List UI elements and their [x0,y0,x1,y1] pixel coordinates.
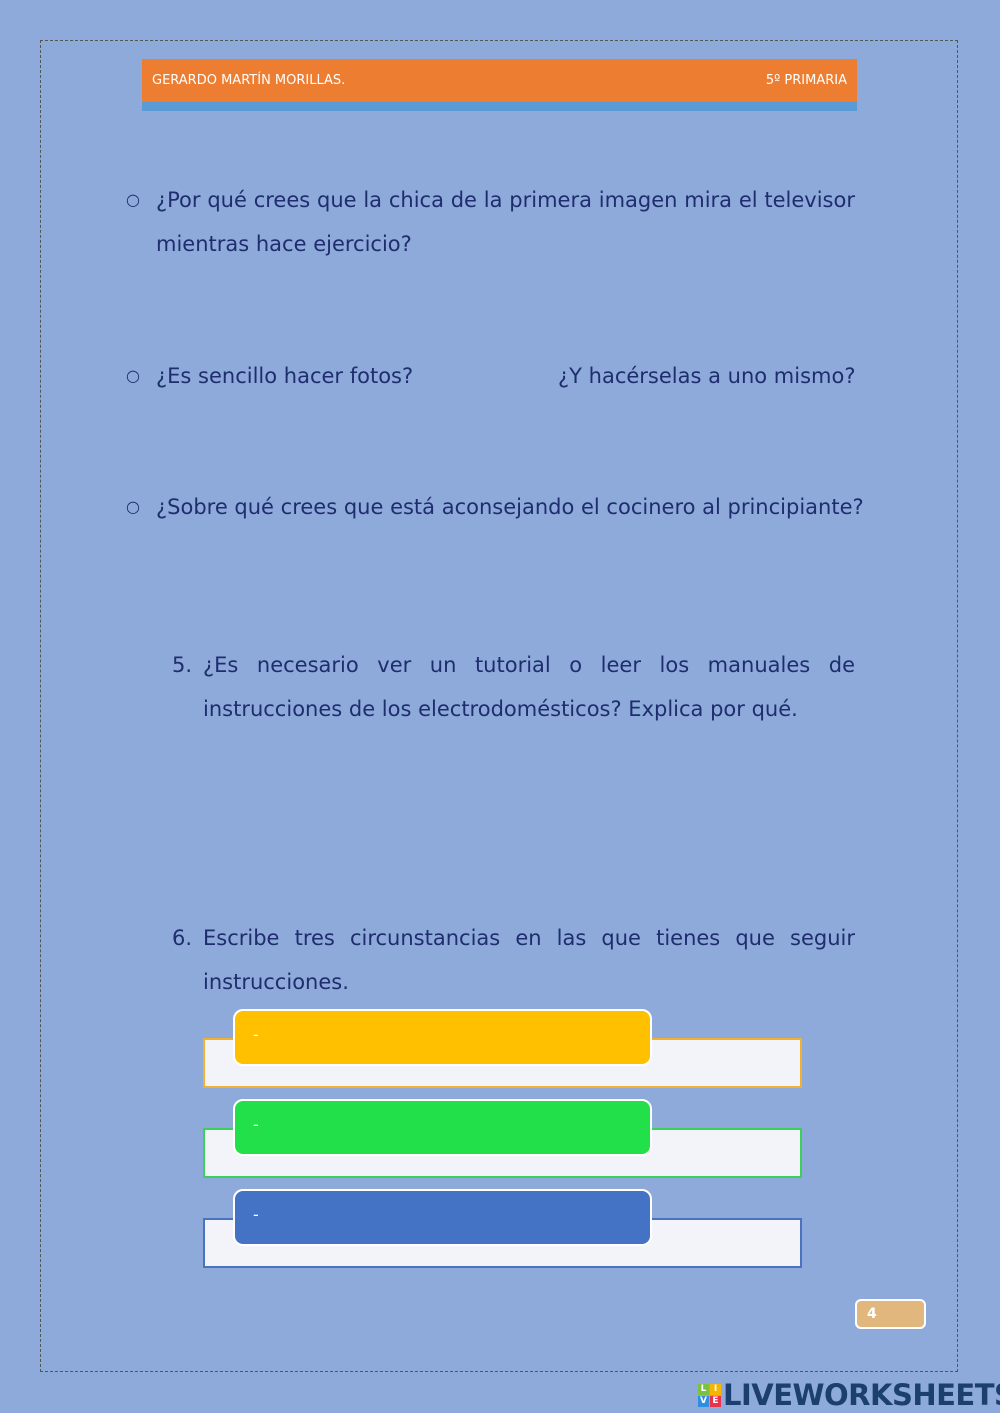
bullet-icon: ○ [126,366,140,385]
question-5-number: 5. [172,653,193,677]
header-accent-bar [142,102,857,111]
page-header: GERARDO MARTÍN MORILLAS. 5º PRIMARIA [142,59,857,102]
question-5: ¿Es necesario ver un tutorial o leer los… [203,653,855,721]
answer-3-text: - [253,1205,259,1224]
header-author: GERARDO MARTÍN MORILLAS. [152,73,346,88]
logo-letter: E [710,1395,721,1407]
logo-icon: L I V E [698,1383,721,1407]
bullet-icon: ○ [126,497,140,516]
page-number: 4 [855,1299,926,1329]
logo-text: LIVEWORKSHEETS [723,1378,1000,1412]
question-2a: ¿Es sencillo hacer fotos? [156,364,414,388]
liveworksheets-logo: L I V E LIVEWORKSHEETS [698,1378,1000,1412]
question-6: Escribe tres circunstancias en las que t… [203,926,855,994]
answer-box-3[interactable]: - [233,1189,652,1246]
question-3: ¿Sobre qué crees que está aconsejando el… [156,495,864,519]
logo-letter: I [710,1383,721,1395]
question-2b: ¿Y hacérselas a uno mismo? [558,364,856,388]
logo-letter: V [698,1395,709,1407]
header-grade: 5º PRIMARIA [765,73,847,88]
logo-letter: L [698,1383,709,1395]
answer-box-2[interactable]: - [233,1099,652,1156]
question-6-number: 6. [172,926,193,950]
question-1: ¿Por qué crees que la chica de la primer… [156,188,855,256]
answer-box-1[interactable]: - [233,1009,652,1066]
answer-1-text: - [253,1025,259,1044]
answer-2-text: - [253,1115,259,1134]
bullet-icon: ○ [126,190,140,209]
page-frame [40,40,958,1372]
